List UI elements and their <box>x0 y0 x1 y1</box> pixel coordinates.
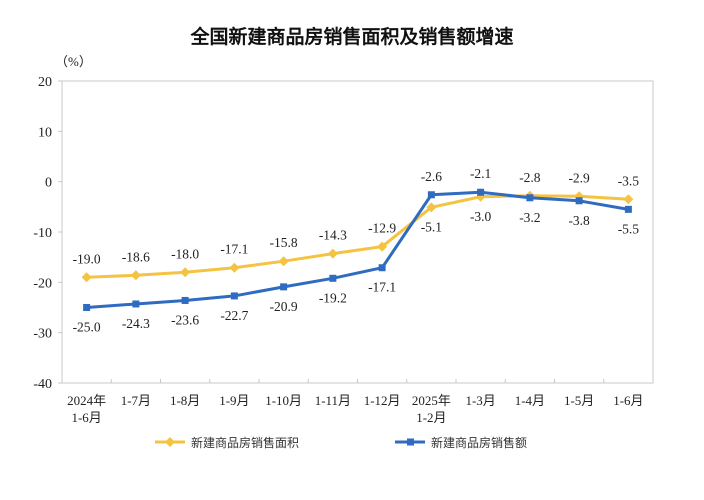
x-tick-label: 1-11月 <box>315 393 351 408</box>
data-label: -20.9 <box>270 299 298 314</box>
data-label: -2.8 <box>519 170 541 185</box>
data-label: -17.1 <box>220 242 248 257</box>
data-label: -18.0 <box>171 246 199 261</box>
x-tick-label: 1-5月 <box>564 393 594 408</box>
y-tick-label: 0 <box>45 176 52 191</box>
data-label: -23.6 <box>171 312 199 327</box>
data-point-square <box>83 304 91 311</box>
data-point-square <box>624 205 632 213</box>
plot-frame <box>61 80 654 384</box>
y-tick-label: 20 <box>38 75 52 90</box>
data-point-diamond <box>81 272 92 283</box>
x-tick-label: 1-6月 <box>613 393 643 408</box>
x-tick-label: 1-9月 <box>219 393 249 408</box>
data-point-square <box>280 283 288 291</box>
data-label: -22.7 <box>220 308 248 323</box>
data-label: -12.9 <box>368 221 396 236</box>
data-label: -19.2 <box>319 290 347 305</box>
data-point-diamond <box>278 256 289 267</box>
y-tick-label: -10 <box>33 226 52 241</box>
y-tick-label: 10 <box>38 125 52 140</box>
series-line-0 <box>86 194 629 279</box>
data-label: -5.1 <box>421 219 442 234</box>
x-tick-label: 1-2月 <box>416 410 446 425</box>
data-point-square <box>132 300 140 308</box>
data-label: -2.1 <box>470 166 491 181</box>
data-label: -24.3 <box>122 316 150 331</box>
data-point-diamond <box>180 267 191 278</box>
data-point-square <box>230 292 238 300</box>
data-point-square <box>526 194 534 202</box>
data-point-square <box>477 188 485 196</box>
data-point-diamond <box>130 270 141 281</box>
data-label: -15.8 <box>270 235 298 250</box>
data-label: -18.6 <box>122 249 150 264</box>
legend-label: 新建商品房销售额 <box>431 435 527 450</box>
data-point-square <box>575 197 583 205</box>
x-tick-label: 1-8月 <box>170 393 200 408</box>
data-point-diamond <box>229 262 240 273</box>
data-label: -19.0 <box>73 251 101 266</box>
x-tick-label: 1-7月 <box>121 393 151 408</box>
data-label: -3.2 <box>519 210 540 225</box>
data-label: -5.5 <box>618 221 640 236</box>
data-point-square <box>378 264 386 272</box>
x-tick-label: 1-6月 <box>71 410 101 425</box>
series-line-1 <box>86 190 629 309</box>
data-point-square <box>181 296 189 304</box>
data-point-diamond <box>377 241 388 252</box>
data-label: -3.0 <box>470 209 492 224</box>
data-point-diamond <box>327 248 338 259</box>
data-point-square <box>329 274 337 282</box>
data-point-diamond <box>426 202 437 213</box>
legend-label: 新建商品房销售面积 <box>191 435 299 450</box>
y-tick-label: -20 <box>33 276 52 291</box>
x-tick-label: 2025年 <box>412 393 451 408</box>
legend-marker-square <box>407 438 414 446</box>
x-tick-label: 1-3月 <box>465 393 495 408</box>
data-label: -25.0 <box>73 320 101 335</box>
x-tick-label: 1-4月 <box>515 393 545 408</box>
y-tick-label: -30 <box>33 327 52 342</box>
data-label: -2.6 <box>421 169 443 184</box>
x-tick-label: 2024年 <box>67 393 106 408</box>
data-point-square <box>427 191 435 199</box>
x-tick-label: 1-12月 <box>364 393 401 408</box>
data-point-diamond <box>623 194 634 205</box>
legend-marker-diamond <box>165 437 175 447</box>
x-tick-label: 1-10月 <box>265 393 302 408</box>
chart-title: 全国新建商品房销售面积及销售额增速 <box>190 26 514 48</box>
y-axis-unit: （%） <box>55 54 92 69</box>
data-label: -17.1 <box>368 280 396 295</box>
data-label: -3.5 <box>618 173 640 188</box>
data-label: -14.3 <box>319 228 347 243</box>
data-label: -3.8 <box>568 213 590 228</box>
y-tick-label: -40 <box>33 377 52 392</box>
data-label: -2.9 <box>568 170 590 185</box>
